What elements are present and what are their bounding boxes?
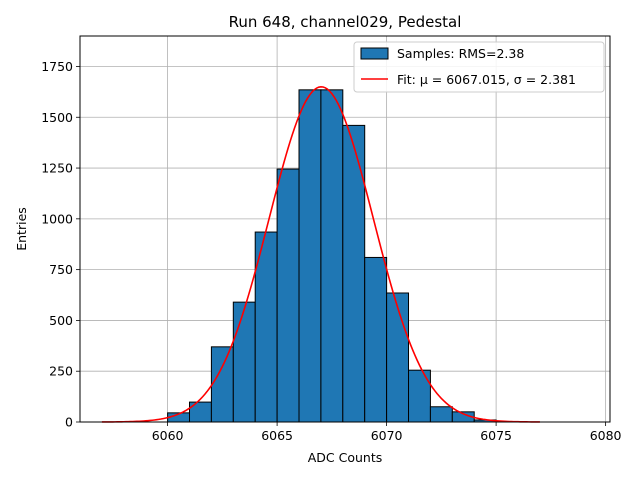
histogram-bar (276, 168, 300, 423)
x-tick-label: 6065 (261, 428, 293, 443)
y-tick-label: 1250 (41, 161, 73, 176)
histogram-bar (320, 89, 344, 423)
x-tick-label: 6060 (152, 428, 184, 443)
histogram-bar (210, 346, 234, 423)
y-tick-label: 1750 (41, 59, 73, 74)
x-tick-label: 6080 (590, 428, 622, 443)
y-tick-label: 1500 (41, 110, 73, 125)
legend-swatch-samples (360, 47, 389, 60)
histogram-bar (298, 89, 322, 423)
histogram-bar (342, 124, 366, 423)
x-tick-label: 6070 (371, 428, 403, 443)
x-axis-label: ADC Counts (308, 450, 383, 465)
histogram-bar (386, 292, 410, 423)
y-tick-label: 0 (65, 415, 73, 430)
legend-entry-samples: Samples: RMS=2.38 (397, 46, 524, 61)
fit-curve (101, 85, 540, 423)
chart-title: Run 648, channel029, Pedestal (229, 13, 462, 31)
histogram-bars (167, 89, 497, 423)
y-tick-label: 750 (49, 262, 73, 277)
legend-box (353, 41, 605, 93)
histogram-bar (364, 256, 388, 423)
legend-entry-fit: Fit: μ = 6067.015, σ = 2.381 (397, 72, 576, 87)
legend-entry-fit-label: Fit: μ = 6067.015, σ = 2.381 (397, 72, 576, 87)
x-axis-ticks: 6060 6065 6070 6075 6080 (152, 422, 622, 443)
y-axis-label: Entries (14, 207, 29, 251)
y-tick-label: 500 (49, 313, 73, 328)
histogram-bar (232, 301, 256, 423)
y-axis-ticks: 0 250 500 750 1000 1250 1500 1750 (41, 59, 80, 430)
histogram-bar (429, 406, 453, 423)
y-tick-label: 250 (49, 364, 73, 379)
plot-frame (79, 35, 611, 423)
x-tick-label: 6075 (480, 428, 512, 443)
legend: Samples: RMS=2.38 Fit: μ = 6067.015, σ =… (353, 41, 605, 93)
y-tick-label: 1000 (41, 211, 73, 226)
